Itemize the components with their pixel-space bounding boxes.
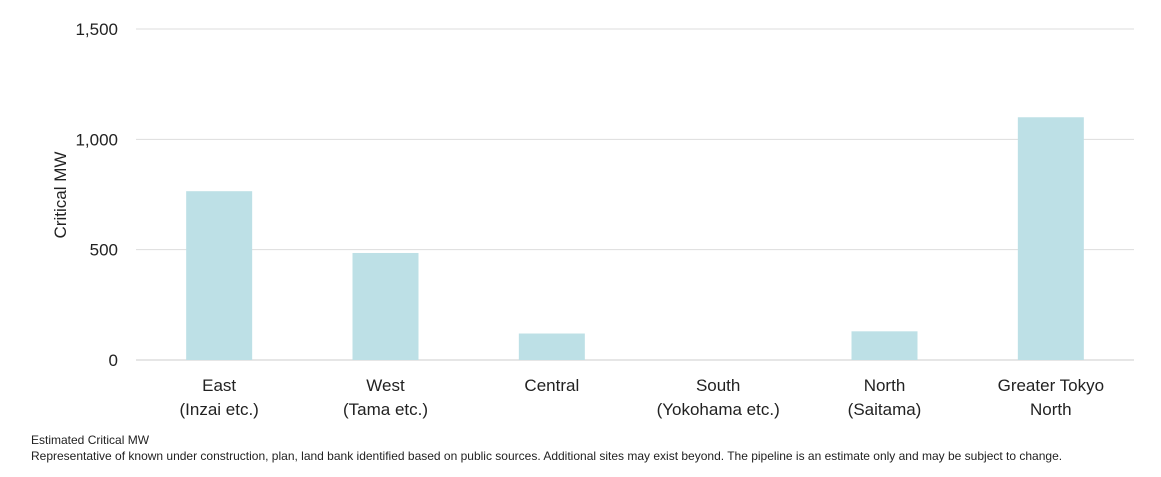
bar (518, 333, 585, 360)
x-category-labels: East (Inzai etc.) West (Tama etc.) Central So… (179, 376, 1104, 419)
bar-chart: 0 500 1,000 1,500 East (Inzai etc.) West (Tama… (51, 20, 1134, 419)
bar (1017, 117, 1084, 361)
bars (186, 117, 1084, 361)
bar (186, 191, 253, 360)
x-category-label: North (Saitama) (848, 376, 922, 419)
y-tick-label: 1,000 (75, 130, 118, 149)
y-tick-label: 500 (90, 241, 118, 260)
y-tick-label: 0 (109, 351, 118, 370)
notes-title: Estimated Critical MW (31, 433, 150, 447)
y-axis-label: Critical MW (51, 152, 70, 239)
notes-disclaimer: Representative of known under constructi… (31, 449, 1063, 463)
y-tick-label: 1,500 (75, 20, 118, 39)
bar (851, 331, 918, 360)
gridlines (136, 28, 1134, 361)
x-category-label: Greater Tokyo North (998, 376, 1104, 419)
bar (352, 252, 419, 360)
x-category-label: Central (524, 376, 579, 395)
x-category-label: South (Yokohama etc.) (657, 376, 780, 419)
x-category-label: East (Inzai etc.) (179, 376, 258, 419)
chart-notes: Estimated Critical MW Representative of … (31, 432, 1062, 464)
y-tick-labels: 0 500 1,000 1,500 (75, 20, 118, 370)
x-category-label: West (Tama etc.) (343, 376, 428, 419)
